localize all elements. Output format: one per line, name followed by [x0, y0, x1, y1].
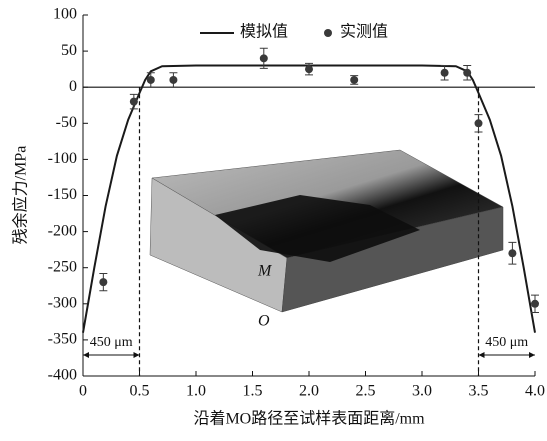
y-axis-label: 残余应力/MPa [11, 146, 30, 245]
inset-image [150, 150, 503, 312]
data-point [147, 76, 155, 84]
annotation: 450 μm [485, 335, 528, 350]
data-point [99, 278, 107, 286]
y-tick-label: -150 [48, 186, 77, 203]
x-axis-label: 沿着MO路径至试样表面距离/mm [193, 410, 425, 428]
legend-label: 模拟值 [240, 23, 288, 41]
annotation: 450 μm [90, 335, 133, 350]
x-tick-label: 1.5 [243, 383, 263, 400]
y-tick-label: 50 [61, 42, 77, 59]
y-tick-label: -300 [48, 294, 77, 311]
data-point [350, 76, 358, 84]
data-point [508, 249, 516, 257]
data-point [305, 65, 313, 73]
chart: M O 残余应力/MPa 沿着MO路径至试样表面距离/mm -400 -350 -3… [0, 0, 547, 436]
y-tick-label: -400 [48, 367, 77, 384]
x-tick-label: 2.5 [356, 383, 376, 400]
y-tick-label: -250 [48, 258, 77, 275]
inset-label: M [257, 263, 273, 280]
y-tick-label: -350 [48, 331, 77, 348]
legend-label: 实测值 [340, 23, 388, 41]
data-point [169, 76, 177, 84]
data-point [531, 300, 539, 308]
x-tick-label: 0.5 [130, 383, 150, 400]
x-tick-label: 0 [79, 383, 87, 400]
data-point [130, 98, 138, 106]
y-tick-label: 0 [69, 78, 77, 95]
data-point [475, 119, 483, 127]
x-tick-label: 3.5 [469, 383, 489, 400]
legend-dot [324, 29, 332, 37]
x-tick-label: 1.0 [186, 383, 206, 400]
y-tick-label: -200 [48, 222, 77, 239]
x-tick-label: 4.0 [525, 383, 545, 400]
x-tick-label: 3.0 [412, 383, 432, 400]
data-point [441, 69, 449, 77]
y-tick-label: 100 [53, 6, 77, 23]
y-tick-label: -50 [56, 114, 77, 131]
inset-label: O [258, 313, 270, 330]
x-tick-label: 2.0 [299, 383, 319, 400]
y-tick-label: -100 [48, 150, 77, 167]
data-point [463, 69, 471, 77]
data-point [260, 54, 268, 62]
